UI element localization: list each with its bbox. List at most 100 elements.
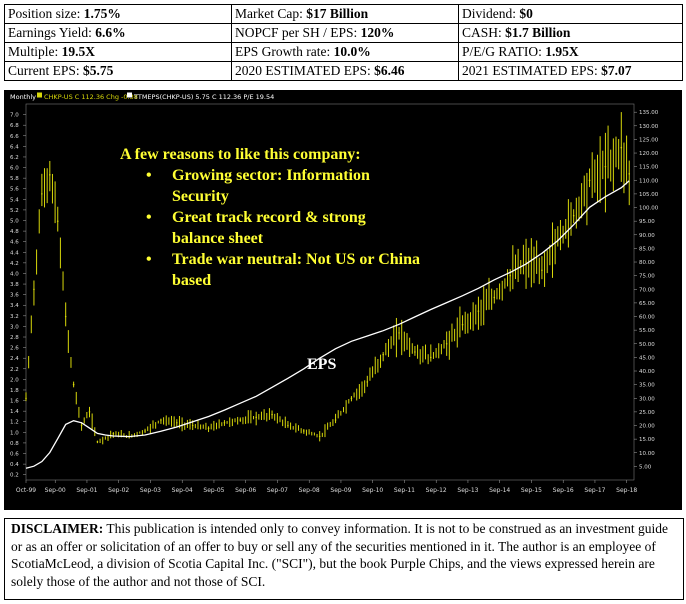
disclaimer-box: DISCLAIMER: This publication is intended…	[4, 518, 684, 600]
disclaimer-text: This publication is intended only to con…	[11, 521, 669, 589]
right-tick-label: 125.00	[639, 137, 659, 143]
earnings-yield-value: 6.6%	[95, 25, 126, 40]
right-tick-label: 90.00	[639, 233, 655, 239]
plot-border	[25, 103, 635, 481]
eps-2020-cell: 2020 ESTIMATED EPS: $6.46	[231, 61, 459, 81]
right-tick-label: 40.00	[639, 369, 655, 375]
price-point	[430, 356, 432, 359]
x-tick-label: Sep-09	[330, 487, 351, 494]
left-tick-label: 6.2	[10, 155, 19, 161]
right-tick-label: 60.00	[639, 315, 655, 321]
position-size-cell: Position size: 1.75%	[4, 4, 232, 24]
eps-legend: TTMEPS(CHKP-US) 5.75 C 112.36 P/E 19.54	[133, 93, 274, 101]
left-tick-label: 2.2	[10, 367, 19, 373]
price-point	[80, 424, 83, 427]
left-tick-label: 0.2	[10, 473, 19, 479]
market-cap-label: Market Cap:	[235, 6, 307, 21]
earnings-yield-cell: Earnings Yield: 6.6%	[4, 23, 232, 43]
right-axis: 5.00 10.00 15.00 20.00 25.00 30.00 35.00 40.00 4…	[634, 110, 659, 470]
price-point	[72, 383, 75, 386]
price-point	[271, 413, 273, 416]
right-tick-label: 15.00	[639, 437, 655, 443]
price-legend-swatch	[37, 92, 42, 98]
price-point	[303, 430, 305, 432]
chart-header: Monthly CHKP-US C 112.36 Chg -0.38 TTMEP…	[10, 92, 274, 101]
x-tick-label: Sep-04	[172, 487, 193, 494]
left-tick-label: 3.6	[10, 293, 19, 299]
x-tick-label: Sep-11	[394, 487, 415, 494]
price-point	[176, 421, 178, 424]
price-point	[525, 261, 527, 263]
x-tick-label: Oct-99	[16, 487, 36, 494]
x-tick-label: Sep-08	[299, 487, 320, 494]
x-tick-label: Sep-07	[267, 487, 288, 494]
current-eps-label: Current EPS:	[8, 63, 84, 78]
chart-svg: Monthly CHKP-US C 112.36 Chg -0.38 TTMEP…	[4, 90, 682, 510]
x-tick-label: Sep-18	[616, 487, 637, 494]
current-eps-cell: Current EPS: $5.75	[4, 61, 232, 81]
price-point	[318, 435, 321, 438]
left-tick-label: 1.8	[10, 388, 19, 394]
eps-growth-cell: EPS Growth rate: 10.0%	[231, 42, 459, 62]
left-tick-label: 1.6	[10, 399, 19, 405]
left-tick-label: 0.4	[10, 462, 19, 468]
nopcf-label: NOPCF per SH / EPS:	[235, 25, 361, 40]
dividend-label: Dividend:	[462, 6, 520, 21]
left-axis: 0.2 0.4 0.6 0.8 1.0 1.2 1.4 1.6 1.8 2.0 2.2 2.4 2.6 2…	[10, 113, 26, 479]
left-tick-label: 4.8	[10, 229, 19, 235]
eps-annotation: EPS	[307, 356, 337, 373]
price-point	[223, 421, 226, 424]
x-tick-label: Sep-16	[553, 487, 574, 494]
peg-ratio-value: 1.95X	[545, 44, 579, 59]
x-tick-label: Sep-01	[76, 487, 97, 494]
eps-line	[25, 180, 630, 469]
right-tick-label: 50.00	[639, 342, 655, 348]
price-point	[239, 419, 242, 421]
left-tick-label: 5.4	[10, 197, 19, 203]
price-point	[144, 430, 146, 432]
right-tick-label: 75.00	[639, 274, 655, 280]
eps-series	[25, 180, 630, 469]
right-tick-label: 100.00	[639, 206, 659, 212]
right-tick-label: 5.00	[639, 464, 652, 470]
multiple-value: 19.5X	[61, 44, 95, 59]
right-tick-label: 80.00	[639, 260, 655, 266]
left-tick-label: 1.2	[10, 420, 19, 426]
left-tick-label: 3.8	[10, 282, 19, 288]
cash-label: CASH:	[462, 25, 506, 40]
price-point	[64, 315, 67, 318]
left-tick-label: 0.6	[10, 452, 19, 458]
left-tick-label: 2.6	[10, 346, 19, 352]
price-point	[255, 416, 257, 419]
x-tick-label: Sep-15	[521, 487, 542, 494]
right-tick-label: 70.00	[639, 287, 655, 293]
price-point	[366, 381, 369, 383]
stats-row: Earnings Yield: 6.6% NOPCF per SH / EPS:…	[4, 23, 683, 43]
dividend-value: $0	[519, 6, 533, 21]
dividend-cell: Dividend: $0	[458, 4, 683, 24]
right-tick-label: 85.00	[639, 246, 655, 252]
chart-background	[4, 90, 682, 510]
price-point	[56, 220, 59, 222]
right-tick-label: 105.00	[639, 192, 659, 198]
peg-ratio-label: P/E/G RATIO:	[462, 44, 546, 59]
callout-list: Growing sector: Information Security Gre…	[120, 165, 420, 291]
price-point	[25, 397, 27, 400]
price-point	[414, 351, 416, 353]
right-tick-label: 20.00	[639, 424, 655, 430]
eps-2020-label: 2020 ESTIMATED EPS:	[235, 63, 375, 78]
right-tick-label: 25.00	[639, 410, 655, 416]
x-tick-label: Sep-10	[362, 487, 383, 494]
x-tick-label: Sep-00	[45, 487, 66, 494]
x-tick-label: Sep-06	[235, 487, 256, 494]
multiple-label: Multiple:	[8, 44, 62, 59]
price-point	[620, 146, 623, 149]
multiple-cell: Multiple: 19.5X	[4, 42, 232, 62]
cash-cell: CASH: $1.7 Billion	[458, 23, 683, 43]
left-tick-label: 4.0	[10, 271, 19, 277]
price-point	[398, 332, 400, 334]
x-tick-label: Sep-14	[489, 487, 510, 494]
eps-2020-value: $6.46	[374, 63, 405, 78]
callout-title: A few reasons to like this company:	[120, 146, 361, 163]
stats-table: Position size: 1.75% Market Cap: $17 Bil…	[4, 4, 683, 81]
